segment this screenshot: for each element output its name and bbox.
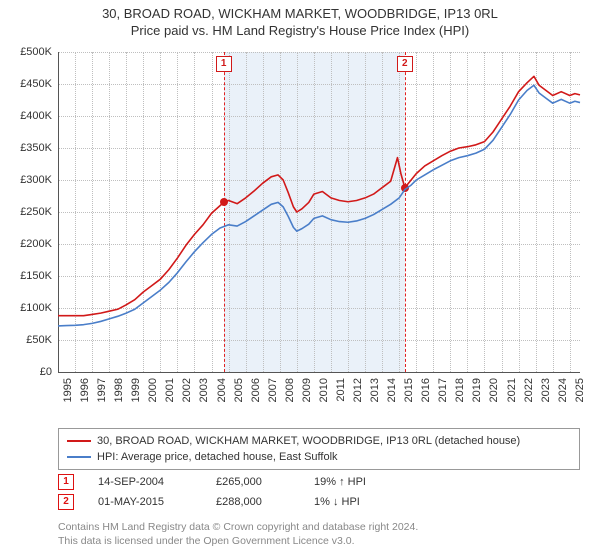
series-svg [58,52,580,372]
x-tick-label: 2017 [437,378,449,408]
x-tick-label: 2010 [318,378,330,408]
y-tick-label: £350K [8,142,52,154]
x-tick-label: 2005 [233,378,245,408]
event-row-date: 14-SEP-2004 [98,476,198,488]
event-row-diff: 19% ↑ HPI [314,476,404,488]
x-tick-label: 2003 [198,378,210,408]
x-tick-label: 2019 [471,378,483,408]
series-price_paid [58,76,580,315]
x-tick-label: 2009 [301,378,313,408]
x-tick-label: 2018 [454,378,466,408]
y-tick-label: £450K [8,78,52,90]
event-row: 1 14-SEP-2004 £265,000 19% ↑ HPI [58,472,404,492]
x-tick-label: 2012 [352,378,364,408]
x-tick-label: 2014 [386,378,398,408]
plot-area: 12 [58,52,580,372]
legend-label: 30, BROAD ROAD, WICKHAM MARKET, WOODBRID… [97,433,520,449]
x-tick-label: 2025 [574,378,586,408]
x-tick-label: 1995 [62,378,74,408]
x-tick-label: 2015 [403,378,415,408]
x-tick-label: 1998 [113,378,125,408]
x-tick-label: 2007 [267,378,279,408]
x-tick-label: 2008 [284,378,296,408]
x-tick-label: 2000 [147,378,159,408]
x-tick-label: 2020 [488,378,500,408]
x-tick-label: 2001 [164,378,176,408]
x-axis [58,372,580,373]
x-tick-label: 2021 [506,378,518,408]
event-row-price: £288,000 [216,496,296,508]
legend-row: HPI: Average price, detached house, East… [67,449,571,465]
y-tick-label: £200K [8,238,52,250]
chart-subtitle: Price paid vs. HM Land Registry's House … [0,23,600,38]
event-row-diff: 1% ↓ HPI [314,496,404,508]
event-row-badge: 2 [58,494,74,510]
event-row-price: £265,000 [216,476,296,488]
x-tick-label: 2002 [181,378,193,408]
credit-text: Contains HM Land Registry data © Crown c… [58,520,418,548]
x-tick-label: 2013 [369,378,381,408]
x-tick-label: 1997 [96,378,108,408]
chart-title: 30, BROAD ROAD, WICKHAM MARKET, WOODBRID… [0,6,600,21]
x-tick-label: 2004 [216,378,228,408]
legend-swatch [67,456,91,458]
series-hpi [58,85,580,326]
y-tick-label: £500K [8,46,52,58]
event-row-date: 01-MAY-2015 [98,496,198,508]
legend: 30, BROAD ROAD, WICKHAM MARKET, WOODBRID… [58,428,580,470]
x-tick-label: 1999 [130,378,142,408]
legend-label: HPI: Average price, detached house, East… [97,449,338,465]
y-tick-label: £250K [8,206,52,218]
x-tick-label: 2006 [250,378,262,408]
x-tick-label: 2022 [523,378,535,408]
y-tick-label: £150K [8,270,52,282]
events-table: 1 14-SEP-2004 £265,000 19% ↑ HPI 2 01-MAY-201… [58,472,404,512]
event-row-badge: 1 [58,474,74,490]
y-tick-label: £50K [8,334,52,346]
legend-row: 30, BROAD ROAD, WICKHAM MARKET, WOODBRID… [67,433,571,449]
credit-line-2: This data is licensed under the Open Gov… [58,534,418,548]
y-tick-label: £0 [8,366,52,378]
x-tick-label: 2016 [420,378,432,408]
x-tick-label: 2011 [335,378,347,408]
x-tick-label: 1996 [79,378,91,408]
event-row: 2 01-MAY-2015 £288,000 1% ↓ HPI [58,492,404,512]
y-tick-label: £400K [8,110,52,122]
y-tick-label: £300K [8,174,52,186]
x-tick-label: 2024 [557,378,569,408]
y-tick-label: £100K [8,302,52,314]
legend-swatch [67,440,91,442]
x-tick-label: 2023 [540,378,552,408]
credit-line-1: Contains HM Land Registry data © Crown c… [58,520,418,534]
